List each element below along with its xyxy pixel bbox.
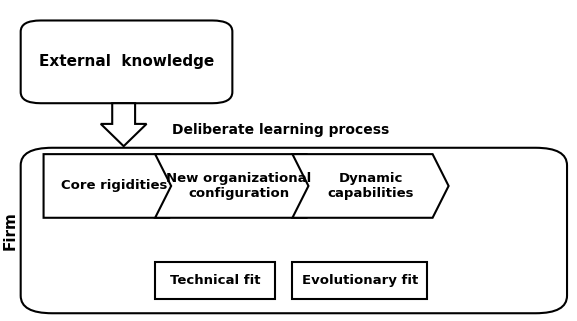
Text: Deliberate learning process: Deliberate learning process [173,123,389,137]
Text: Technical fit: Technical fit [170,274,260,287]
Polygon shape [293,154,448,218]
FancyBboxPatch shape [21,148,567,313]
Polygon shape [155,154,323,218]
Bar [155,262,275,299]
Text: Core rigidities: Core rigidities [61,179,168,193]
Polygon shape [101,103,147,146]
FancyBboxPatch shape [21,21,233,103]
Text: Evolutionary fit: Evolutionary fit [302,274,418,287]
Polygon shape [44,154,185,218]
Text: Dynamic
capabilities: Dynamic capabilities [327,172,414,200]
Text: Firm: Firm [3,211,18,250]
Bar [293,262,427,299]
Text: New organizational
configuration: New organizational configuration [166,172,312,200]
Text: External  knowledge: External knowledge [39,54,214,69]
